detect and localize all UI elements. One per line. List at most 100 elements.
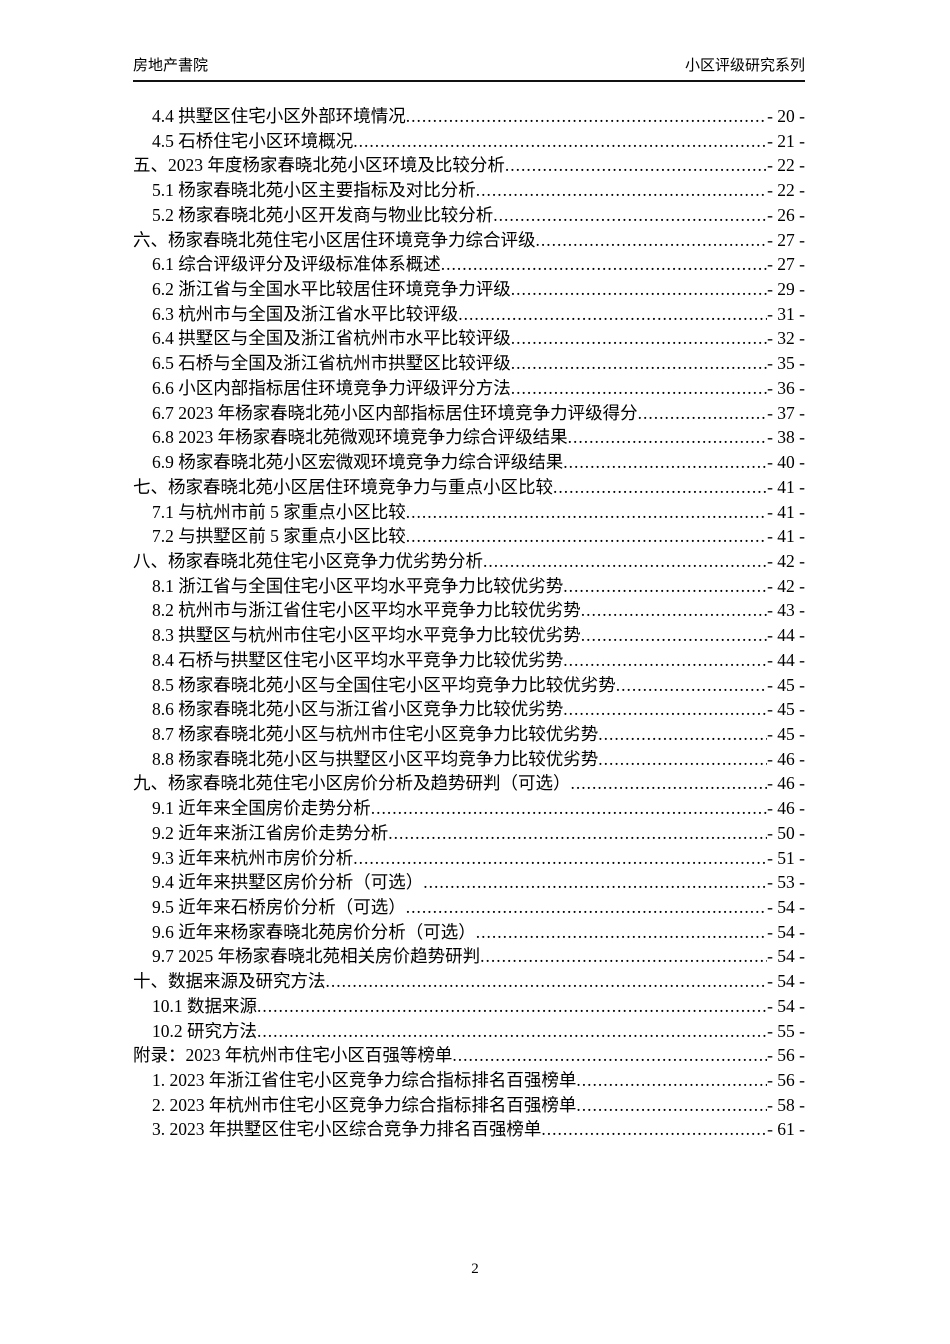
toc-dot-leader — [406, 104, 767, 129]
toc-entry-label: 9.1 近年来全国房价走势分析 — [152, 798, 371, 819]
toc-entry-page: - 27 - — [767, 229, 805, 250]
toc-dot-leader — [511, 326, 767, 351]
toc-entry[interactable]: 8.3 拱墅区与杭州市住宅小区平均水平竞争力比较优劣势 - 44 - — [133, 623, 805, 648]
toc-entry-page: - 37 - — [767, 402, 805, 423]
toc-entry[interactable]: 1. 2023 年浙江省住宅小区竞争力综合指标排名百强榜单 - 56 - — [133, 1068, 805, 1093]
toc-dot-leader — [371, 796, 767, 821]
toc-entry-label: 9.6 近年来杨家春晓北苑房价分析（可选） — [152, 921, 476, 942]
page-footer: 2 — [0, 1258, 950, 1280]
toc-entry-page: - 46 - — [767, 773, 805, 794]
toc-entry[interactable]: 4.5 石桥住宅小区环境概况 - 21 - — [133, 129, 805, 154]
toc-entry[interactable]: 8.8 杨家春晓北苑小区与拱墅区小区平均竞争力比较优劣势 - 46 - — [133, 747, 805, 772]
toc-dot-leader — [458, 302, 767, 327]
toc-entry-label: 7.2 与拱墅区前 5 家重点小区比较 — [152, 526, 406, 547]
toc-entry-page: - 46 - — [767, 798, 805, 819]
toc-entry-page: - 53 - — [767, 872, 805, 893]
toc-entry[interactable]: 9.6 近年来杨家春晓北苑房价分析（可选） - 54 - — [133, 920, 805, 945]
toc-entry-page: - 50 - — [767, 822, 805, 843]
toc-entry-label: 8.6 杨家春晓北苑小区与浙江省小区竞争力比较优劣势 — [152, 699, 564, 720]
toc-entry-label: 七、杨家春晓北苑小区居住环境竞争力与重点小区比较 — [133, 476, 553, 497]
toc-entry-label: 6.5 石桥与全国及浙江省杭州市拱墅区比较评级 — [152, 353, 511, 374]
toc-entry[interactable]: 六、杨家春晓北苑住宅小区居住环境竞争力综合评级 - 27 - — [133, 228, 805, 253]
toc-entry[interactable]: 3. 2023 年拱墅区住宅小区综合竞争力排名百强榜单 - 61 - — [133, 1117, 805, 1142]
toc-entry-label: 6.2 浙江省与全国水平比较居住环境竞争力评级 — [152, 279, 511, 300]
toc-entry-page: - 41 - — [767, 526, 805, 547]
toc-dot-leader — [353, 846, 767, 871]
toc-entry[interactable]: 10.2 研究方法 - 55 - — [133, 1019, 805, 1044]
toc-entry-label: 9.3 近年来杭州市房价分析 — [152, 847, 354, 868]
toc-dot-leader — [563, 450, 767, 475]
toc-entry[interactable]: 6.2 浙江省与全国水平比较居住环境竞争力评级 - 29 - — [133, 277, 805, 302]
toc-entry[interactable]: 7.2 与拱墅区前 5 家重点小区比较 - 41 - — [133, 524, 805, 549]
table-of-contents: 4.4 拱墅区住宅小区外部环境情况 - 20 - 4.5 石桥住宅小区环境概况 … — [133, 104, 805, 1142]
toc-entry[interactable]: 8.5 杨家春晓北苑小区与全国住宅小区平均竞争力比较优劣势 - 45 - — [133, 673, 805, 698]
toc-entry[interactable]: 7.1 与杭州市前 5 家重点小区比较 - 41 - — [133, 500, 805, 525]
toc-entry[interactable]: 5.2 杨家春晓北苑小区开发商与物业比较分析 - 26 - — [133, 203, 805, 228]
toc-entry-label: 9.7 2025 年杨家春晓北苑相关房价趋势研判 — [152, 946, 481, 967]
toc-entry[interactable]: 附录：2023 年杭州市住宅小区百强等榜单 - 56 - — [133, 1043, 805, 1068]
toc-entry[interactable]: 6.6 小区内部指标居住环境竞争力评级评分方法 - 36 - — [133, 376, 805, 401]
toc-entry-label: 6.1 综合评级评分及评级标准体系概述 — [152, 254, 441, 275]
toc-entry-label: 8.2 杭州市与浙江省住宅小区平均水平竞争力比较优劣势 — [152, 600, 581, 621]
toc-entry[interactable]: 6.8 2023 年杨家春晓北苑微观环境竞争力综合评级结果 - 38 - — [133, 425, 805, 450]
toc-entry[interactable]: 五、2023 年度杨家春晓北苑小区环境及比较分析 - 22 - — [133, 153, 805, 178]
toc-dot-leader — [616, 673, 767, 698]
toc-dot-leader — [576, 1093, 767, 1118]
toc-entry-label: 10.1 数据来源 — [152, 995, 257, 1016]
toc-entry-page: - 54 - — [767, 897, 805, 917]
toc-entry[interactable]: 6.5 石桥与全国及浙江省杭州市拱墅区比较评级 - 35 - — [133, 351, 805, 376]
toc-entry-page: - 41 - — [767, 476, 805, 497]
toc-entry-page: - 43 - — [767, 600, 805, 621]
toc-entry[interactable]: 9.2 近年来浙江省房价走势分析 - 50 - — [133, 821, 805, 846]
toc-dot-leader — [563, 574, 767, 599]
toc-dot-leader — [563, 697, 767, 722]
toc-entry-page: - 20 - — [767, 106, 805, 126]
toc-entry[interactable]: 5.1 杨家春晓北苑小区主要指标及对比分析 - 22 - — [133, 178, 805, 203]
toc-entry-page: - 61 - — [767, 1119, 805, 1140]
toc-entry[interactable]: 9.1 近年来全国房价走势分析 - 46 - — [133, 796, 805, 821]
toc-entry-label: 9.5 近年来石桥房价分析（可选） — [152, 897, 406, 917]
toc-entry-label: 4.4 拱墅区住宅小区外部环境情况 — [152, 106, 406, 126]
toc-entry-page: - 42 - — [767, 575, 805, 596]
toc-entry-page: - 31 - — [767, 303, 805, 324]
toc-entry[interactable]: 七、杨家春晓北苑小区居住环境竞争力与重点小区比较 - 41 - — [133, 475, 805, 500]
toc-dot-leader — [638, 401, 767, 426]
toc-entry[interactable]: 9.5 近年来石桥房价分析（可选） - 54 - — [133, 895, 805, 920]
toc-dot-leader — [581, 623, 767, 648]
toc-entry[interactable]: 8.6 杨家春晓北苑小区与浙江省小区竞争力比较优劣势 - 45 - — [133, 697, 805, 722]
toc-entry-page: - 45 - — [767, 723, 805, 744]
toc-entry[interactable]: 9.7 2025 年杨家春晓北苑相关房价趋势研判 - 54 - — [133, 944, 805, 969]
toc-entry-label: 6.7 2023 年杨家春晓北苑小区内部指标居住环境竞争力评级得分 — [152, 402, 638, 423]
toc-entry[interactable]: 4.4 拱墅区住宅小区外部环境情况 - 20 - — [133, 104, 805, 129]
toc-dot-leader — [257, 994, 767, 1019]
toc-entry[interactable]: 八、杨家春晓北苑住宅小区竞争力优劣势分析 - 42 - — [133, 549, 805, 574]
toc-entry[interactable]: 8.2 杭州市与浙江省住宅小区平均水平竞争力比较优劣势 - 43 - — [133, 598, 805, 623]
toc-entry[interactable]: 8.4 石桥与拱墅区住宅小区平均水平竞争力比较优劣势 - 44 - — [133, 648, 805, 673]
toc-dot-leader — [493, 203, 767, 228]
toc-entry[interactable]: 6.4 拱墅区与全国及浙江省杭州市水平比较评级 - 32 - — [133, 326, 805, 351]
toc-entry[interactable]: 10.1 数据来源 - 54 - — [133, 994, 805, 1019]
toc-entry[interactable]: 6.7 2023 年杨家春晓北苑小区内部指标居住环境竞争力评级得分 - 37 - — [133, 401, 805, 426]
toc-entry[interactable]: 8.1 浙江省与全国住宅小区平均水平竞争力比较优劣势 - 42 - — [133, 574, 805, 599]
toc-dot-leader — [598, 722, 767, 747]
toc-dot-leader — [257, 1019, 767, 1044]
toc-entry[interactable]: 8.7 杨家春晓北苑小区与杭州市住宅小区竞争力比较优劣势 - 45 - — [133, 722, 805, 747]
toc-entry[interactable]: 十、数据来源及研究方法 - 54 - — [133, 969, 805, 994]
toc-entry-page: - 51 - — [767, 847, 805, 868]
toc-entry[interactable]: 2. 2023 年杭州市住宅小区竞争力综合指标排名百强榜单 - 58 - — [133, 1093, 805, 1118]
toc-entry[interactable]: 6.9 杨家春晓北苑小区宏微观环境竞争力综合评级结果 - 40 - — [133, 450, 805, 475]
toc-entry-page: - 44 - — [767, 649, 805, 670]
toc-entry[interactable]: 6.1 综合评级评分及评级标准体系概述 - 27 - — [133, 252, 805, 277]
toc-dot-leader — [476, 178, 767, 203]
toc-entry[interactable]: 9.3 近年来杭州市房价分析 - 51 - — [133, 846, 805, 871]
toc-entry[interactable]: 九、杨家春晓北苑住宅小区房价分析及趋势研判（可选） - 46 - — [133, 771, 805, 796]
toc-dot-leader — [511, 351, 767, 376]
toc-entry-page: - 54 - — [767, 946, 805, 967]
toc-entry-label: 6.6 小区内部指标居住环境竞争力评级评分方法 — [152, 377, 511, 398]
toc-dot-leader — [326, 969, 768, 994]
toc-entry[interactable]: 6.3 杭州市与全国及浙江省水平比较评级 - 31 - — [133, 302, 805, 327]
toc-dot-leader — [598, 747, 767, 772]
header-right-title: 小区评级研究系列 — [684, 57, 805, 74]
toc-entry-label: 八、杨家春晓北苑住宅小区竞争力优劣势分析 — [133, 550, 483, 571]
toc-entry[interactable]: 9.4 近年来拱墅区房价分析（可选） - 53 - — [133, 870, 805, 895]
